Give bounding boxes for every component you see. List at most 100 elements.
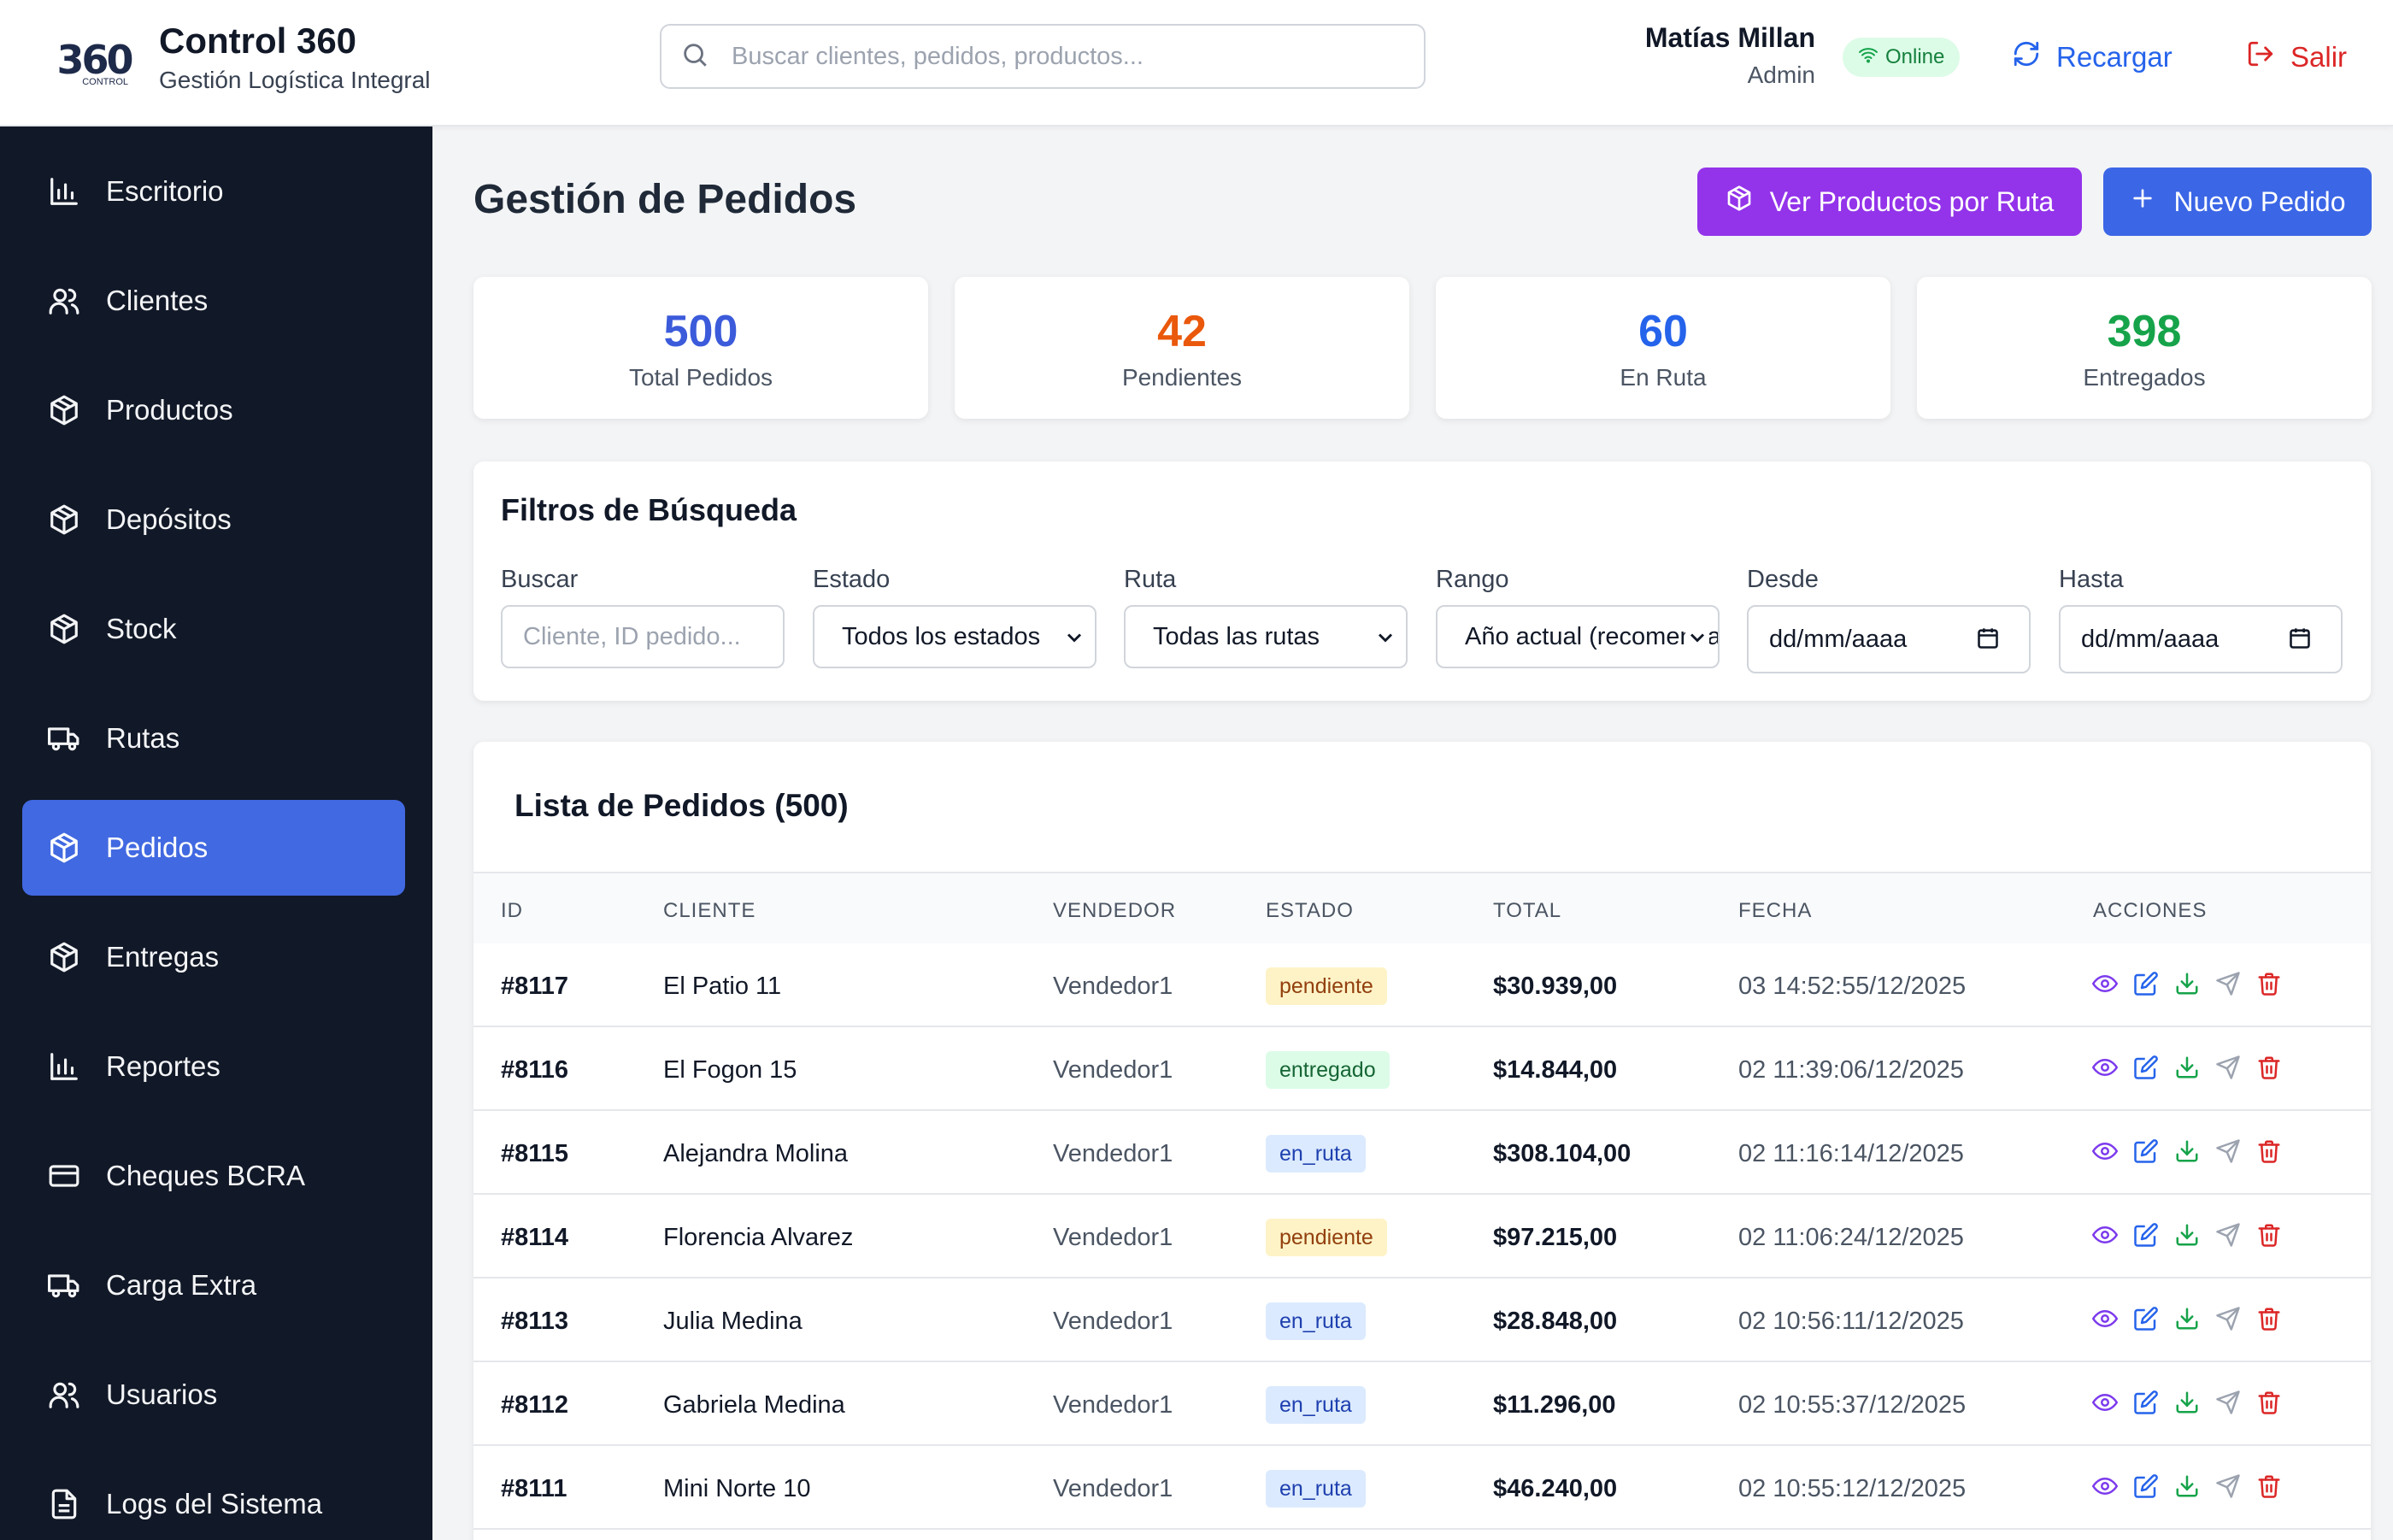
- row-actions: [2091, 1222, 2282, 1248]
- send-icon[interactable]: [2215, 1138, 2241, 1164]
- view-icon[interactable]: [2091, 971, 2119, 996]
- ruta-select[interactable]: Todas las rutas: [1124, 605, 1408, 668]
- download-icon[interactable]: [2174, 1222, 2200, 1248]
- table-row[interactable]: #8117 El Patio 11 Vendedor1 $30.939,00 03 14…: [473, 943, 2371, 1027]
- stat-card: 398 Entregados: [1917, 277, 2372, 419]
- download-icon[interactable]: [2174, 1306, 2200, 1331]
- edit-icon[interactable]: [2133, 1055, 2159, 1080]
- column-header-id[interactable]: ID: [501, 899, 523, 922]
- reload-button[interactable]: Recargar: [2012, 34, 2173, 80]
- download-icon[interactable]: [2174, 971, 2200, 996]
- sidebar-item-usuarios[interactable]: Usuarios: [22, 1347, 405, 1443]
- edit-icon[interactable]: [2133, 1473, 2159, 1499]
- stat-value: 60: [1638, 307, 1688, 356]
- sidebar-item-productos[interactable]: Productos: [22, 362, 405, 458]
- global-search[interactable]: [660, 24, 1426, 89]
- edit-icon[interactable]: [2133, 971, 2159, 996]
- order-total: $46.240,00: [1493, 1475, 1618, 1502]
- sidebar-item-clientes[interactable]: Clientes: [22, 253, 405, 349]
- edit-icon[interactable]: [2133, 1306, 2159, 1331]
- sidebar-item-logs-del-sistema[interactable]: Logs del Sistema: [22, 1456, 405, 1540]
- send-icon[interactable]: [2215, 971, 2241, 996]
- status-badge: pendiente: [1266, 967, 1387, 1005]
- users-icon: [48, 1378, 106, 1411]
- sidebar-item-entregas[interactable]: Entregas: [22, 909, 405, 1005]
- hasta-date-input[interactable]: dd/mm/aaaa: [2059, 605, 2343, 673]
- view-products-by-route-button[interactable]: Ver Productos por Ruta: [1697, 168, 2082, 236]
- logout-button[interactable]: Salir: [2246, 34, 2347, 80]
- column-header-acciones[interactable]: ACCIONES: [2093, 899, 2208, 922]
- buscar-input[interactable]: Cliente, ID pedido...: [501, 605, 785, 668]
- view-icon[interactable]: [2091, 1473, 2119, 1499]
- delete-icon[interactable]: [2256, 1473, 2282, 1499]
- package-icon: [48, 832, 106, 864]
- sidebar-item-reportes[interactable]: Reportes: [22, 1019, 405, 1114]
- sidebar-item-label: Stock: [106, 613, 177, 644]
- table-row[interactable]: #8113 Julia Medina Vendedor1 $28.848,00 02 1…: [473, 1278, 2371, 1362]
- brand-title: Control 360: [159, 21, 357, 61]
- calendar-icon[interactable]: [1976, 626, 2000, 650]
- download-icon[interactable]: [2174, 1473, 2200, 1499]
- sidebar-item-stock[interactable]: Stock: [22, 581, 405, 677]
- sidebar-item-rutas[interactable]: Rutas: [22, 691, 405, 786]
- delete-icon[interactable]: [2256, 1055, 2282, 1080]
- table-row[interactable]: #8115 Alejandra Molina Vendedor1 $308.104,0…: [473, 1111, 2371, 1195]
- users-icon: [48, 285, 106, 317]
- edit-icon[interactable]: [2133, 1390, 2159, 1415]
- view-icon[interactable]: [2091, 1055, 2119, 1080]
- column-header-cliente[interactable]: CLIENTE: [663, 899, 756, 922]
- view-icon[interactable]: [2091, 1138, 2119, 1164]
- column-header-estado[interactable]: ESTADO: [1266, 899, 1354, 922]
- delete-icon[interactable]: [2256, 1306, 2282, 1331]
- column-header-fecha[interactable]: FECHA: [1738, 899, 1813, 922]
- download-icon[interactable]: [2174, 1390, 2200, 1415]
- send-icon[interactable]: [2215, 1473, 2241, 1499]
- rango-select[interactable]: Año actual (recomendado): [1436, 605, 1720, 668]
- calendar-icon[interactable]: [2288, 626, 2312, 650]
- delete-icon[interactable]: [2256, 1390, 2282, 1415]
- order-id: #8116: [501, 1056, 569, 1084]
- table-row[interactable]: #8114 Florencia Alvarez Vendedor1 $97.215,0…: [473, 1195, 2371, 1278]
- view-products-by-route-label: Ver Productos por Ruta: [1769, 185, 2055, 217]
- table-row[interactable]: #8116 El Fogon 15 Vendedor1 $14.844,00 02 11…: [473, 1027, 2371, 1111]
- edit-icon[interactable]: [2133, 1222, 2159, 1248]
- table-row[interactable]: #8112 Gabriela Medina Vendedor1 $11.296,00 0…: [473, 1362, 2371, 1446]
- view-icon[interactable]: [2091, 1222, 2119, 1248]
- view-icon[interactable]: [2091, 1390, 2119, 1415]
- package-icon: [48, 613, 106, 645]
- table-row[interactable]: #8111 Mini Norte 10 Vendedor1 $46.240,00 02 …: [473, 1446, 2371, 1530]
- delete-icon[interactable]: [2256, 1222, 2282, 1248]
- bar-chart-icon: [48, 175, 106, 208]
- table-header: ID CLIENTE VENDEDOR ESTADO TOTAL FECHA ACCIONE…: [473, 872, 2371, 943]
- download-icon[interactable]: [2174, 1138, 2200, 1164]
- delete-icon[interactable]: [2256, 971, 2282, 996]
- delete-icon[interactable]: [2256, 1138, 2282, 1164]
- send-icon[interactable]: [2215, 1306, 2241, 1331]
- column-header-vendedor[interactable]: VENDEDOR: [1053, 899, 1177, 922]
- sidebar-item-pedidos[interactable]: Pedidos: [22, 800, 405, 896]
- status-badge: pendiente: [1266, 1219, 1387, 1256]
- order-date: 02 11:39:06/12/2025: [1738, 1056, 1964, 1084]
- estado-label: Estado: [813, 566, 891, 593]
- search-input[interactable]: [732, 42, 1398, 71]
- sidebar-item-cheques-bcra[interactable]: Cheques BCRA: [22, 1128, 405, 1224]
- send-icon[interactable]: [2215, 1055, 2241, 1080]
- new-order-button[interactable]: Nuevo Pedido: [2103, 168, 2372, 236]
- column-header-total[interactable]: TOTAL: [1493, 899, 1562, 922]
- send-icon[interactable]: [2215, 1222, 2241, 1248]
- estado-select[interactable]: Todos los estados: [813, 605, 1097, 668]
- sidebar-item-carga-extra[interactable]: Carga Extra: [22, 1237, 405, 1333]
- view-icon[interactable]: [2091, 1306, 2119, 1331]
- plus-icon: [2129, 185, 2156, 219]
- send-icon[interactable]: [2215, 1390, 2241, 1415]
- sidebar-item-escritorio[interactable]: Escritorio: [22, 144, 405, 239]
- sidebar-item-label: Logs del Sistema: [106, 1488, 323, 1519]
- download-icon[interactable]: [2174, 1055, 2200, 1080]
- package-icon: [48, 394, 106, 426]
- desde-date-input[interactable]: dd/mm/aaaa: [1747, 605, 2031, 673]
- row-actions: [2091, 971, 2282, 996]
- edit-icon[interactable]: [2133, 1138, 2159, 1164]
- sidebar-item-label: Depósitos: [106, 503, 232, 535]
- sidebar-item-depósitos[interactable]: Depósitos: [22, 472, 405, 567]
- stat-card: 60 En Ruta: [1436, 277, 1890, 419]
